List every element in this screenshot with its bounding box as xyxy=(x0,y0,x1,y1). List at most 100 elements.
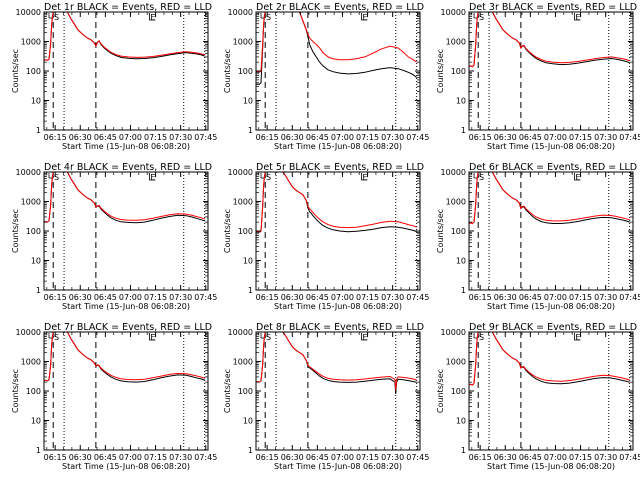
bracket-mark xyxy=(361,333,368,341)
y-tick-label: 1 xyxy=(36,126,41,135)
x-tick-label: 07:00 xyxy=(119,453,142,462)
x-tick-label: 06:45 xyxy=(306,453,329,462)
series-line-lld xyxy=(256,172,417,233)
series-line-lld xyxy=(44,172,205,223)
y-tick-label: 1000 xyxy=(21,358,41,367)
y-tick-label: 100 xyxy=(238,387,253,396)
x-tick-label: 06:30 xyxy=(494,133,517,142)
x-tick-label: 07:15 xyxy=(144,293,167,302)
y-tick-label: 100 xyxy=(26,227,41,236)
x-tick-label: 07:15 xyxy=(144,133,167,142)
x-tick-label: 07:00 xyxy=(544,293,567,302)
y-tick-label: 1 xyxy=(461,126,466,135)
series-line-events xyxy=(469,332,630,386)
x-axis-label: Start Time (15-Jun-08 06:08:20) xyxy=(274,142,402,151)
series-line-lld xyxy=(256,332,417,390)
bracket-mark xyxy=(574,173,581,181)
y-tick-label: 10000 xyxy=(228,8,253,17)
y-tick-label: 10000 xyxy=(228,168,253,177)
bracket-label: E xyxy=(150,173,155,182)
series-line-events xyxy=(256,172,417,233)
y-tick-label: 10000 xyxy=(16,168,41,177)
y-tick-label: 1000 xyxy=(233,198,253,207)
x-tick-label: 07:15 xyxy=(569,293,592,302)
x-tick-label: 07:00 xyxy=(331,293,354,302)
x-tick-label: 07:15 xyxy=(569,453,592,462)
bracket-mark xyxy=(574,333,581,341)
x-axis-label: Start Time (15-Jun-08 06:08:20) xyxy=(487,302,615,311)
x-tick-label: 07:30 xyxy=(169,453,192,462)
x-tick-label: 07:00 xyxy=(544,453,567,462)
x-tick-label: 06:15 xyxy=(469,133,492,142)
x-axis-label: Start Time (15-Jun-08 06:08:20) xyxy=(274,302,402,311)
y-axis-label: Counts/sec xyxy=(11,49,20,93)
panel-title: Det 3r BLACK = Events, RED = LLD xyxy=(469,2,637,13)
y-tick-label: 10 xyxy=(31,257,41,266)
bracket-mark xyxy=(149,13,156,21)
series-line-lld xyxy=(44,12,205,61)
x-tick-label: 06:15 xyxy=(469,453,492,462)
bracket-mark xyxy=(574,13,581,21)
x-tick-label: 06:15 xyxy=(256,133,279,142)
x-tick-label: 06:45 xyxy=(519,293,542,302)
x-axis-label: Start Time (15-Jun-08 06:08:20) xyxy=(62,302,190,311)
y-tick-label: 1000 xyxy=(21,198,41,207)
x-tick-label: 06:45 xyxy=(94,133,117,142)
series-line-events xyxy=(44,332,205,383)
y-tick-label: 1 xyxy=(461,286,466,295)
series-line-events xyxy=(256,12,418,85)
x-tick-label: 07:30 xyxy=(594,133,617,142)
y-tick-label: 1 xyxy=(36,286,41,295)
bracket-label: S xyxy=(54,333,59,342)
bracket-label: S xyxy=(54,13,59,22)
bracket-label: E xyxy=(150,333,155,342)
x-tick-label: 06:30 xyxy=(281,293,304,302)
x-tick-label: 06:30 xyxy=(69,293,92,302)
x-tick-label: 06:45 xyxy=(94,293,117,302)
series-line-events xyxy=(44,172,205,224)
x-tick-label: 07:30 xyxy=(169,133,192,142)
y-tick-label: 100 xyxy=(26,387,41,396)
y-tick-label: 10000 xyxy=(441,168,466,177)
series-line-events xyxy=(44,12,205,61)
x-tick-label: 07:15 xyxy=(356,293,379,302)
panel-title: Det 5r BLACK = Events, RED = LLD xyxy=(256,162,424,173)
bracket-label: E xyxy=(575,173,580,182)
bracket-label: E xyxy=(362,173,367,182)
x-tick-label: 07:45 xyxy=(619,293,640,302)
bracket-label: S xyxy=(479,333,484,342)
bracket-label: E xyxy=(575,13,580,22)
bracket-label: E xyxy=(575,333,580,342)
y-tick-label: 10000 xyxy=(228,328,253,337)
x-tick-label: 07:45 xyxy=(194,133,217,142)
x-tick-label: 07:45 xyxy=(194,453,217,462)
y-axis-label: Counts/sec xyxy=(436,49,445,93)
x-tick-label: 07:15 xyxy=(569,133,592,142)
bracket-label: S xyxy=(266,333,271,342)
x-tick-label: 06:45 xyxy=(306,293,329,302)
plot-frame xyxy=(468,171,634,291)
bracket-label: S xyxy=(479,173,484,182)
x-tick-label: 06:15 xyxy=(44,453,67,462)
panel-title: Det 9r BLACK = Events, RED = LLD xyxy=(469,322,637,333)
x-tick-label: 07:00 xyxy=(119,293,142,302)
y-tick-label: 1000 xyxy=(446,358,466,367)
y-tick-label: 10 xyxy=(243,417,253,426)
x-tick-label: 07:30 xyxy=(169,293,192,302)
x-tick-label: 07:45 xyxy=(619,453,640,462)
series-line-lld xyxy=(469,12,630,68)
x-axis-label: Start Time (15-Jun-08 06:08:20) xyxy=(62,462,190,471)
plot-frame xyxy=(255,11,421,131)
bracket-mark xyxy=(361,173,368,181)
y-axis-label: Counts/sec xyxy=(223,49,232,93)
y-tick-label: 1000 xyxy=(446,38,466,47)
panel-title: Det 2r BLACK = Events, RED = LLD xyxy=(256,2,424,13)
x-tick-label: 07:45 xyxy=(619,133,640,142)
series-line-lld xyxy=(469,172,630,225)
